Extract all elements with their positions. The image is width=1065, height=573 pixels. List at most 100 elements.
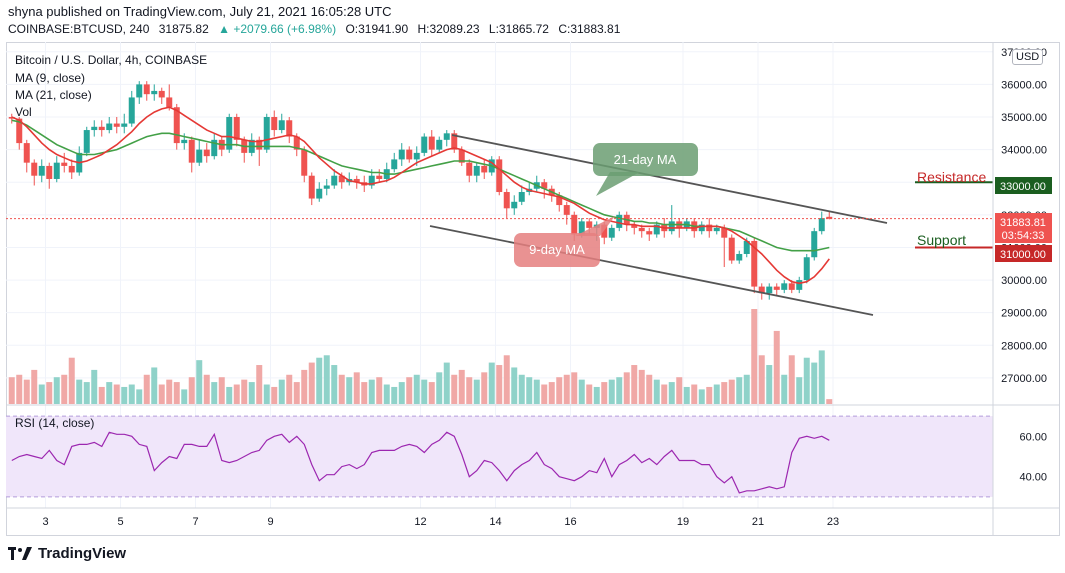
candle-body <box>353 178 360 183</box>
channel-lower-line <box>429 225 874 316</box>
candle-body <box>706 224 713 232</box>
candle-body <box>608 227 615 238</box>
ma21-line <box>11 119 830 252</box>
candle-body <box>368 175 375 186</box>
tradingview-logo-icon <box>8 546 32 560</box>
volume-bar <box>428 382 435 404</box>
volume-bar <box>766 365 773 404</box>
volume-bar <box>166 379 173 404</box>
volume-bar <box>638 369 645 404</box>
volume-bar <box>301 369 308 404</box>
candle-body <box>578 221 585 235</box>
volume-bar <box>533 379 540 404</box>
volume-bar <box>136 389 143 404</box>
time-tick-label: 23 <box>827 516 839 528</box>
volume-bar <box>23 379 30 404</box>
tradingview-brand[interactable]: TradingView <box>8 545 126 562</box>
time-tick-label: 7 <box>192 516 198 528</box>
volume-bar <box>218 377 225 404</box>
rsi-tick-label: 40.00 <box>1019 472 1047 484</box>
volume-bar <box>241 379 248 404</box>
volume-bar <box>466 377 473 404</box>
volume-bar <box>473 379 480 404</box>
volume-bar <box>803 357 810 404</box>
candle-body <box>31 162 38 176</box>
candle-body <box>443 133 450 140</box>
volume-bar <box>773 330 780 404</box>
candle-body <box>556 195 563 206</box>
volume-bar <box>406 377 413 404</box>
volume-bar <box>151 367 158 404</box>
ma9-line <box>11 106 830 285</box>
volume-bar <box>263 384 270 404</box>
candle-body <box>496 159 503 193</box>
volume-bar <box>31 369 38 404</box>
volume-bar <box>728 379 735 404</box>
candle-body <box>106 123 113 131</box>
ma9-callout-text: 9-day MA <box>529 242 585 257</box>
candle-body <box>743 240 750 254</box>
volume-legend: Vol <box>15 105 32 119</box>
volume-bar <box>158 384 165 404</box>
volume-bars <box>8 309 833 404</box>
volume-bar <box>233 384 240 404</box>
volume-bar <box>68 357 75 404</box>
support-price-text: 31000.00 <box>1000 249 1046 261</box>
candle-body <box>83 130 90 153</box>
ma21-callout-box <box>593 143 698 176</box>
volume-bar <box>196 360 203 404</box>
candle-body <box>541 182 548 189</box>
volume-bar <box>541 384 548 404</box>
volume-bar <box>121 386 128 404</box>
ma9-callout-box <box>514 233 600 267</box>
rsi-legend: RSI (14, close) <box>15 416 95 430</box>
volume-bar <box>646 374 653 404</box>
volume-bar <box>76 379 83 404</box>
candle-body <box>256 139 263 150</box>
volume-bar <box>8 377 15 404</box>
candle-body <box>263 117 270 150</box>
current-price-badge <box>995 213 1052 243</box>
volume-bar <box>421 379 428 404</box>
volume-bar <box>511 367 518 404</box>
volume-bar <box>83 382 90 404</box>
candle-body <box>188 139 195 163</box>
volume-bar <box>578 379 585 404</box>
candle-body <box>781 283 788 290</box>
volume-bar <box>616 377 623 404</box>
volume-bar <box>668 382 675 404</box>
volume-bar <box>661 384 668 404</box>
volume-bar <box>436 372 443 404</box>
volume-bar <box>353 372 360 404</box>
time-tick-label: 21 <box>752 516 764 528</box>
currency-badge[interactable]: USD <box>1012 49 1044 65</box>
volume-bar <box>526 377 533 404</box>
volume-bar <box>518 374 525 404</box>
candle-body <box>308 175 315 199</box>
volume-bar <box>571 372 578 404</box>
candle-body <box>436 139 443 150</box>
volume-bar <box>106 382 113 404</box>
candle-body <box>653 224 660 235</box>
candle-body <box>466 162 473 176</box>
support-price-badge <box>995 245 1052 262</box>
candle-body <box>128 97 135 124</box>
candle-body <box>601 224 608 238</box>
price-tick-label: 36000.00 <box>1001 79 1047 91</box>
candle-body <box>53 162 60 179</box>
candle-body <box>766 286 773 294</box>
volume-bar <box>226 386 233 404</box>
channel-upper-line <box>451 134 888 224</box>
candle-body <box>338 175 345 183</box>
volume-bar <box>248 382 255 404</box>
volume-bar <box>376 377 383 404</box>
volume-bar <box>451 374 458 404</box>
ma21-callout-pointer <box>596 172 640 196</box>
volume-bar <box>713 384 720 404</box>
volume-bar <box>653 379 660 404</box>
volume-bar <box>413 374 420 404</box>
candle-body <box>173 107 180 144</box>
candle-body <box>773 286 780 290</box>
candle-body <box>586 221 593 228</box>
